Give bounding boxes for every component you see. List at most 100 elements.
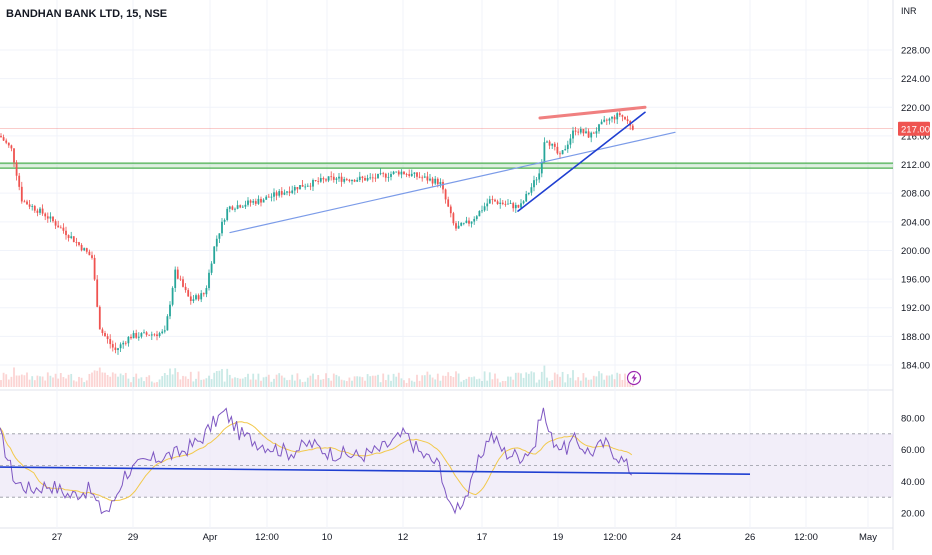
volume-bar [223,381,226,387]
volume-bar [577,377,580,387]
volume-bar [127,378,130,387]
volume-bar [434,379,437,387]
volume-bar [624,373,626,387]
time-tick-label: 26 [745,532,756,543]
candle-body [249,200,252,203]
candle-body [572,130,574,139]
candle-body [491,199,494,200]
candle-body [132,333,135,339]
volume-bar [338,376,340,387]
volume-bar [5,374,8,387]
resistance-line[interactable] [538,105,647,120]
candle-body [114,347,117,351]
candle-body [468,220,470,224]
time-tick-label: 12:00 [794,532,818,543]
volume-bar [122,375,125,387]
volume-bar [28,379,31,387]
support-zone[interactable] [0,163,893,169]
volume-bar [431,377,434,387]
candle-body [514,204,517,209]
candle-body [358,176,361,180]
volume-bar [202,379,205,387]
volume-bar [548,381,551,387]
volume-bar [491,379,494,387]
volume-bar [361,377,364,387]
trendline-dark-rising[interactable] [517,111,646,212]
time-tick-label: Apr [203,532,218,543]
candle-body [548,141,551,146]
volume-bar [379,382,382,387]
candle-body [33,206,36,211]
candle-body [504,203,507,205]
volume-bar [104,372,106,387]
volume-bar [33,380,36,387]
volume-bar [473,376,476,387]
volume-bar [343,380,346,387]
volume-bar [582,373,585,387]
volume-bar [299,379,301,387]
candle-body [481,210,483,212]
candle-body [153,334,156,336]
candle-body [161,331,164,334]
candle-body [408,174,411,176]
candle-body [488,199,491,204]
candle-body [421,177,424,179]
candle-body [543,142,546,163]
candle-body [348,179,351,182]
candle-body [7,142,10,146]
price-tick-label: 184.00 [901,361,930,372]
volume-bar [260,380,262,387]
candle-body [299,185,301,190]
candle-body [530,187,533,193]
candle-body [478,210,481,217]
candle-body [106,336,109,340]
candle-body [195,295,197,300]
volume-bar [262,377,265,387]
rsi-trendline[interactable] [0,466,751,476]
volume-bar [364,380,366,387]
volume-bar [374,375,377,387]
candle-body [213,246,216,264]
volume-bar [109,376,112,387]
volume-bar [395,376,398,387]
candle-body [189,296,192,301]
candle-body [286,191,288,193]
volume-bar [351,380,353,387]
volume-bar [574,380,577,387]
candle-body [184,286,187,291]
rsi-tick-label: 80.00 [901,414,925,425]
volume-bar [587,379,590,387]
candle-body [288,191,291,193]
volume-bar [561,371,564,387]
candle-body [460,222,463,226]
time-tick-label: 19 [553,532,564,543]
candle-body [566,144,569,150]
trendline-light-1[interactable] [229,131,676,234]
volume-bar [595,376,598,387]
time-tick-label: May [859,532,877,543]
volume-bar [304,381,307,387]
candle-body [174,269,177,288]
volume-bar [280,375,283,387]
volume-bar [241,378,244,387]
candle-body [595,131,598,134]
volume-bar [312,373,314,387]
volume-bar [572,370,574,387]
volume-bar [49,375,52,387]
candle-body [486,203,489,207]
last-price-text: 217.00 [901,124,930,135]
volume-bar [158,379,161,387]
volume-bar [517,372,520,387]
candle-body [512,203,515,209]
volume-bar [57,378,60,387]
volume-bar [148,375,151,387]
volume-bar [426,371,429,387]
volume-bar [166,374,169,387]
price-tick-label: 188.00 [901,332,930,343]
candle-body [387,176,390,178]
volume-bar [145,376,148,387]
candle-body [496,201,499,204]
volume-bar [234,377,236,387]
